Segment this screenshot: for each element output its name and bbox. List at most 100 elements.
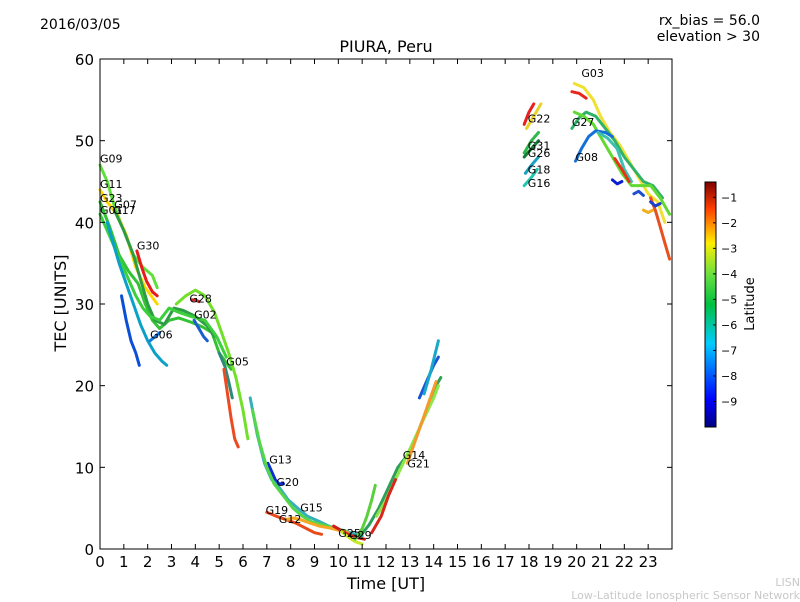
series-g26: [522, 139, 540, 159]
series-g05b: [222, 367, 240, 449]
series-g28b: [190, 298, 201, 304]
x-tick-label: 13: [400, 553, 419, 571]
series-g32b: [649, 200, 662, 208]
series-g28: [174, 288, 250, 441]
x-tick-label: 4: [191, 553, 201, 571]
sat-label-g13: G13: [269, 453, 292, 466]
sat-label-g21: G21: [407, 457, 430, 470]
series-g03: [572, 82, 667, 224]
chart-title: PIURA, Peru: [339, 37, 433, 56]
x-tick-label: 18: [519, 553, 538, 571]
sat-label-g17: G17: [113, 204, 136, 217]
series-g29b: [353, 483, 377, 541]
x-tick-label: 7: [262, 553, 272, 571]
plot-frame: [99, 58, 673, 550]
y-tick-label: 60: [75, 51, 94, 69]
x-tick-label: 20: [567, 553, 586, 571]
y-tick-label: 50: [75, 133, 94, 151]
sat-label-g01: G01: [100, 204, 123, 217]
x-tick-label: 2: [143, 553, 153, 571]
credit-short: LISN: [775, 576, 800, 589]
x-tick-label: 3: [167, 553, 177, 571]
sat-label-g03: G03: [581, 67, 604, 80]
sat-label-g09: G09: [100, 153, 123, 166]
sat-label-g02: G02: [194, 309, 217, 322]
sat-label-g30: G30: [137, 239, 160, 252]
series-g12: [284, 516, 350, 535]
series-g23: [98, 200, 233, 371]
series-g17b: [120, 294, 141, 367]
sat-label-g16: G16: [528, 177, 551, 190]
sat-label-g29: G29: [349, 529, 372, 542]
sat-label-g20: G20: [276, 476, 299, 489]
series-g08b: [596, 131, 633, 183]
series-g22: [522, 102, 536, 126]
sat-label-g11: G11: [100, 178, 123, 191]
x-tick-label: 14: [424, 553, 443, 571]
colorbar-tick-label: −5: [721, 293, 737, 306]
series-g14d: [422, 339, 440, 396]
colorbar-label: Latitude: [743, 277, 758, 331]
series-g30: [135, 249, 159, 298]
series-g10b: [610, 178, 624, 186]
rx-bias-label: rx_bias = 56.0: [658, 13, 760, 29]
series-g03b: [570, 90, 588, 100]
series-g24: [632, 189, 645, 197]
series-g31: [522, 131, 540, 155]
y-tick-label: 40: [75, 214, 94, 232]
x-tick-label: 0: [95, 553, 105, 571]
credit-long: Low-Latitude Ionospheric Sensor Network: [571, 589, 800, 602]
colorbar-tick-label: −2: [721, 217, 737, 230]
x-tick-label: 12: [376, 553, 395, 571]
sat-label-g14: G14: [403, 449, 426, 462]
elevation-label: elevation > 30: [656, 29, 760, 45]
colorbar-tick-label: −6: [721, 319, 737, 332]
y-tick-label: 20: [75, 378, 94, 396]
sat-label-g15: G15: [300, 501, 323, 514]
sat-label-g23: G23: [100, 192, 123, 205]
series-g19: [265, 510, 324, 536]
sat-label-g05: G05: [226, 355, 249, 368]
series-g17: [105, 220, 169, 367]
sat-label-g12: G12: [279, 513, 302, 526]
x-tick-label: 9: [310, 553, 320, 571]
series-g27: [570, 110, 664, 200]
series-g08: [574, 129, 614, 163]
x-tick-label: 10: [329, 553, 348, 571]
date-label: 2016/03/05: [40, 17, 121, 33]
x-tick-label: 22: [615, 553, 634, 571]
x-tick-label: 19: [543, 553, 562, 571]
colorbar-tick-label: −4: [721, 268, 737, 281]
x-tick-label: 8: [286, 553, 296, 571]
x-tick-label: 11: [353, 553, 372, 571]
x-tick-label: 21: [591, 553, 610, 571]
colorbar-tick-label: −8: [721, 370, 737, 383]
x-tick-label: 6: [238, 553, 248, 571]
sat-label-g07: G07: [114, 198, 137, 211]
sat-label-g28: G28: [189, 292, 212, 305]
series-g16: [522, 167, 539, 188]
series-g21: [405, 380, 438, 465]
sat-label-g26: G26: [528, 147, 551, 160]
y-tick-label: 0: [84, 541, 94, 559]
series-g10: [613, 157, 631, 183]
series-g24b: [641, 208, 655, 214]
series-g05: [217, 351, 234, 400]
y-tick-label: 30: [75, 296, 94, 314]
series-g18: [523, 155, 540, 175]
series-g21b: [370, 478, 397, 535]
x-tick-label: 17: [496, 553, 515, 571]
x-tick-label: 1: [119, 553, 129, 571]
sat-label-g06: G06: [150, 328, 173, 341]
sat-label-g31: G31: [528, 140, 551, 153]
series-g22b: [525, 102, 543, 130]
colorbar-tick-label: −3: [721, 242, 737, 255]
sat-label-g19: G19: [266, 504, 289, 517]
series-g02: [192, 318, 209, 343]
sat-label-g08: G08: [576, 151, 599, 164]
colorbar-tick-label: −9: [721, 395, 737, 408]
sat-label-g18: G18: [528, 163, 551, 176]
series-g15: [251, 408, 347, 533]
